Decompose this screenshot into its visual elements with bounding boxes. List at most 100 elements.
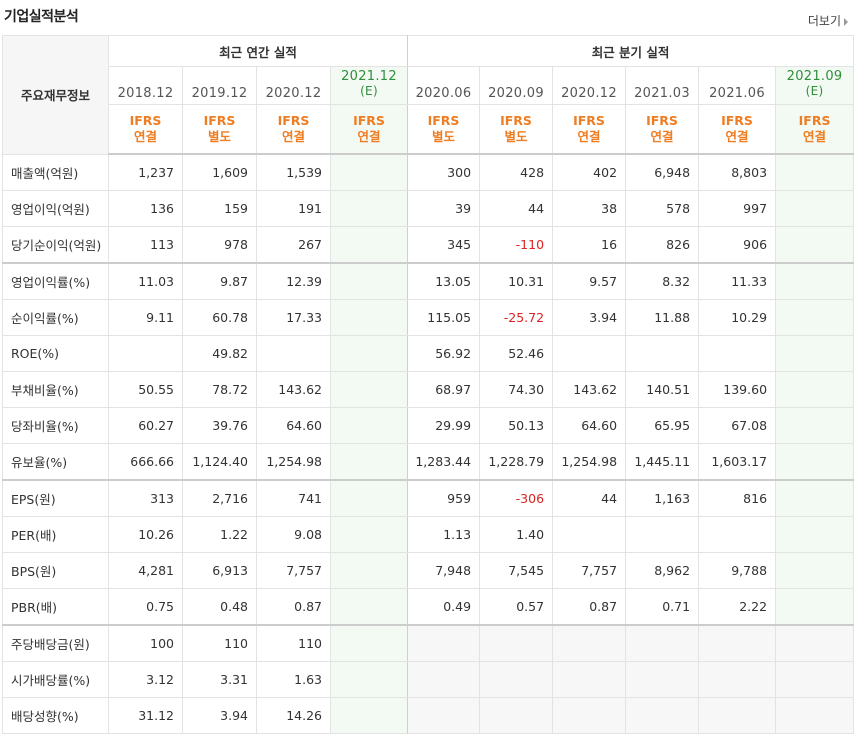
financial-table: 주요재무정보 최근 연간 실적 최근 분기 실적 2018.12 2019.12 2… xyxy=(2,35,855,734)
table-cell: 3.94 xyxy=(552,299,627,336)
period-header: 2018.12 xyxy=(108,66,183,105)
table-cell xyxy=(775,661,855,698)
table-cell: 78.72 xyxy=(182,371,257,408)
table-cell: 9.57 xyxy=(552,262,627,300)
period-header: 2021.06 xyxy=(698,66,777,105)
table-row: PBR(배) 0.75 0.48 0.87 0.49 0.57 0.87 0.71 2.22 xyxy=(2,588,855,626)
table-cell: 0.87 xyxy=(552,588,627,626)
table-cell xyxy=(775,299,855,336)
table-cell: 13.05 xyxy=(407,262,481,300)
table-cell: 16 xyxy=(552,226,627,264)
table-cell xyxy=(775,335,855,372)
table-cell: 136 xyxy=(108,190,183,227)
standard-name: IFRS xyxy=(500,113,532,128)
table-cell: 0.71 xyxy=(625,588,700,626)
consolidation-type: 별도 xyxy=(432,129,456,144)
table-cell: 8,962 xyxy=(625,552,700,589)
table-cell xyxy=(625,697,700,734)
table-cell: 1,609 xyxy=(182,153,257,191)
table-cell: 2,716 xyxy=(182,479,257,517)
period-label: 2018.12 xyxy=(117,86,174,101)
accounting-standard: IFRS 연결 xyxy=(775,104,855,155)
chevron-right-icon xyxy=(844,17,848,26)
accounting-standard: IFRS 별도 xyxy=(479,104,554,155)
standard-name: IFRS xyxy=(798,113,831,128)
table-cell: 8.32 xyxy=(625,262,700,300)
table-row: 유보율(%) 666.66 1,124.40 1,254.98 1,283.44 1,22… xyxy=(2,443,855,481)
row-label: ROE(%) xyxy=(2,335,109,372)
table-row: 매출액(억원) 1,237 1,609 1,539 300 428 402 6,948 8,80… xyxy=(2,153,855,191)
table-cell xyxy=(329,226,409,264)
consolidation-type: 연결 xyxy=(803,129,827,144)
standard-name: IFRS xyxy=(646,113,678,128)
accounting-standard: IFRS 연결 xyxy=(256,104,331,155)
table-cell xyxy=(329,407,409,444)
table-cell: 44 xyxy=(479,190,554,227)
table-cell: 666.66 xyxy=(108,443,183,481)
table-cell xyxy=(698,516,777,553)
consolidation-type: 연결 xyxy=(650,129,674,144)
table-row: BPS(원) 4,281 6,913 7,757 7,948 7,545 7,757 8,96… xyxy=(2,552,855,589)
table-cell: 816 xyxy=(698,479,777,517)
table-cell xyxy=(552,335,627,372)
table-cell: 10.31 xyxy=(479,262,554,300)
table-cell: 345 xyxy=(407,226,481,264)
period-label: 2020.12 xyxy=(265,86,322,101)
period-label: 2021.09 xyxy=(786,69,843,84)
table-cell: 267 xyxy=(256,226,331,264)
table-row: 순이익률(%) 9.11 60.78 17.33 115.05 -25.72 3.94 11.… xyxy=(2,299,855,336)
table-cell xyxy=(479,661,554,698)
table-cell: 44 xyxy=(552,479,627,517)
row-label: BPS(원) xyxy=(2,552,109,589)
period-label: 2019.12 xyxy=(191,86,248,101)
annual-group-header: 최근 연간 실적 xyxy=(107,35,409,67)
period-label: 2020.06 xyxy=(415,86,472,101)
corner-header: 주요재무정보 xyxy=(2,35,109,155)
table-cell: 60.78 xyxy=(182,299,257,336)
table-cell xyxy=(775,153,855,191)
table-cell: 50.13 xyxy=(479,407,554,444)
more-link[interactable]: 더보기 xyxy=(808,12,848,29)
table-cell xyxy=(552,516,627,553)
period-label: 2020.09 xyxy=(488,86,544,101)
period-header: 2020.12 xyxy=(256,66,331,105)
table-cell: -110 xyxy=(479,226,554,264)
table-cell: 10.26 xyxy=(108,516,183,553)
table-cell: 110 xyxy=(182,624,257,662)
table-cell xyxy=(625,661,700,698)
table-cell: 191 xyxy=(256,190,331,227)
accounting-standard: IFRS 연결 xyxy=(108,104,183,155)
table-cell: 402 xyxy=(552,153,627,191)
table-cell xyxy=(775,588,855,626)
section-title: 기업실적분석 xyxy=(4,9,79,25)
table-cell xyxy=(407,624,481,662)
table-cell: 7,545 xyxy=(479,552,554,589)
table-cell xyxy=(625,516,700,553)
period-label: 2021.12 xyxy=(341,69,397,84)
table-cell: 10.29 xyxy=(698,299,777,336)
table-cell: 3.12 xyxy=(108,661,183,698)
table-cell: 1,254.98 xyxy=(552,443,627,481)
row-label: PBR(배) xyxy=(2,588,109,626)
row-label: 당좌비율(%) xyxy=(2,407,109,444)
table-cell xyxy=(775,516,855,553)
table-cell: 0.75 xyxy=(108,588,183,626)
table-cell: 997 xyxy=(698,190,777,227)
table-cell: 60.27 xyxy=(108,407,183,444)
table-cell xyxy=(479,697,554,734)
table-cell xyxy=(775,443,855,481)
standard-name: IFRS xyxy=(129,113,162,128)
table-cell: 0.87 xyxy=(256,588,331,626)
table-cell: 1,254.98 xyxy=(256,443,331,481)
table-row: 주당배당금(원) 100 110 110 xyxy=(2,624,855,662)
table-cell: 50.55 xyxy=(108,371,183,408)
table-row: PER(배) 10.26 1.22 9.08 1.13 1.40 xyxy=(2,516,855,553)
table-cell: 8,803 xyxy=(698,153,777,191)
table-cell: 3.31 xyxy=(182,661,257,698)
table-cell: 1.22 xyxy=(182,516,257,553)
table-cell xyxy=(775,407,855,444)
table-cell: 74.30 xyxy=(479,371,554,408)
table-cell xyxy=(329,552,409,589)
accounting-standard: IFRS 연결 xyxy=(552,104,627,155)
row-label: 배당성향(%) xyxy=(2,697,109,734)
